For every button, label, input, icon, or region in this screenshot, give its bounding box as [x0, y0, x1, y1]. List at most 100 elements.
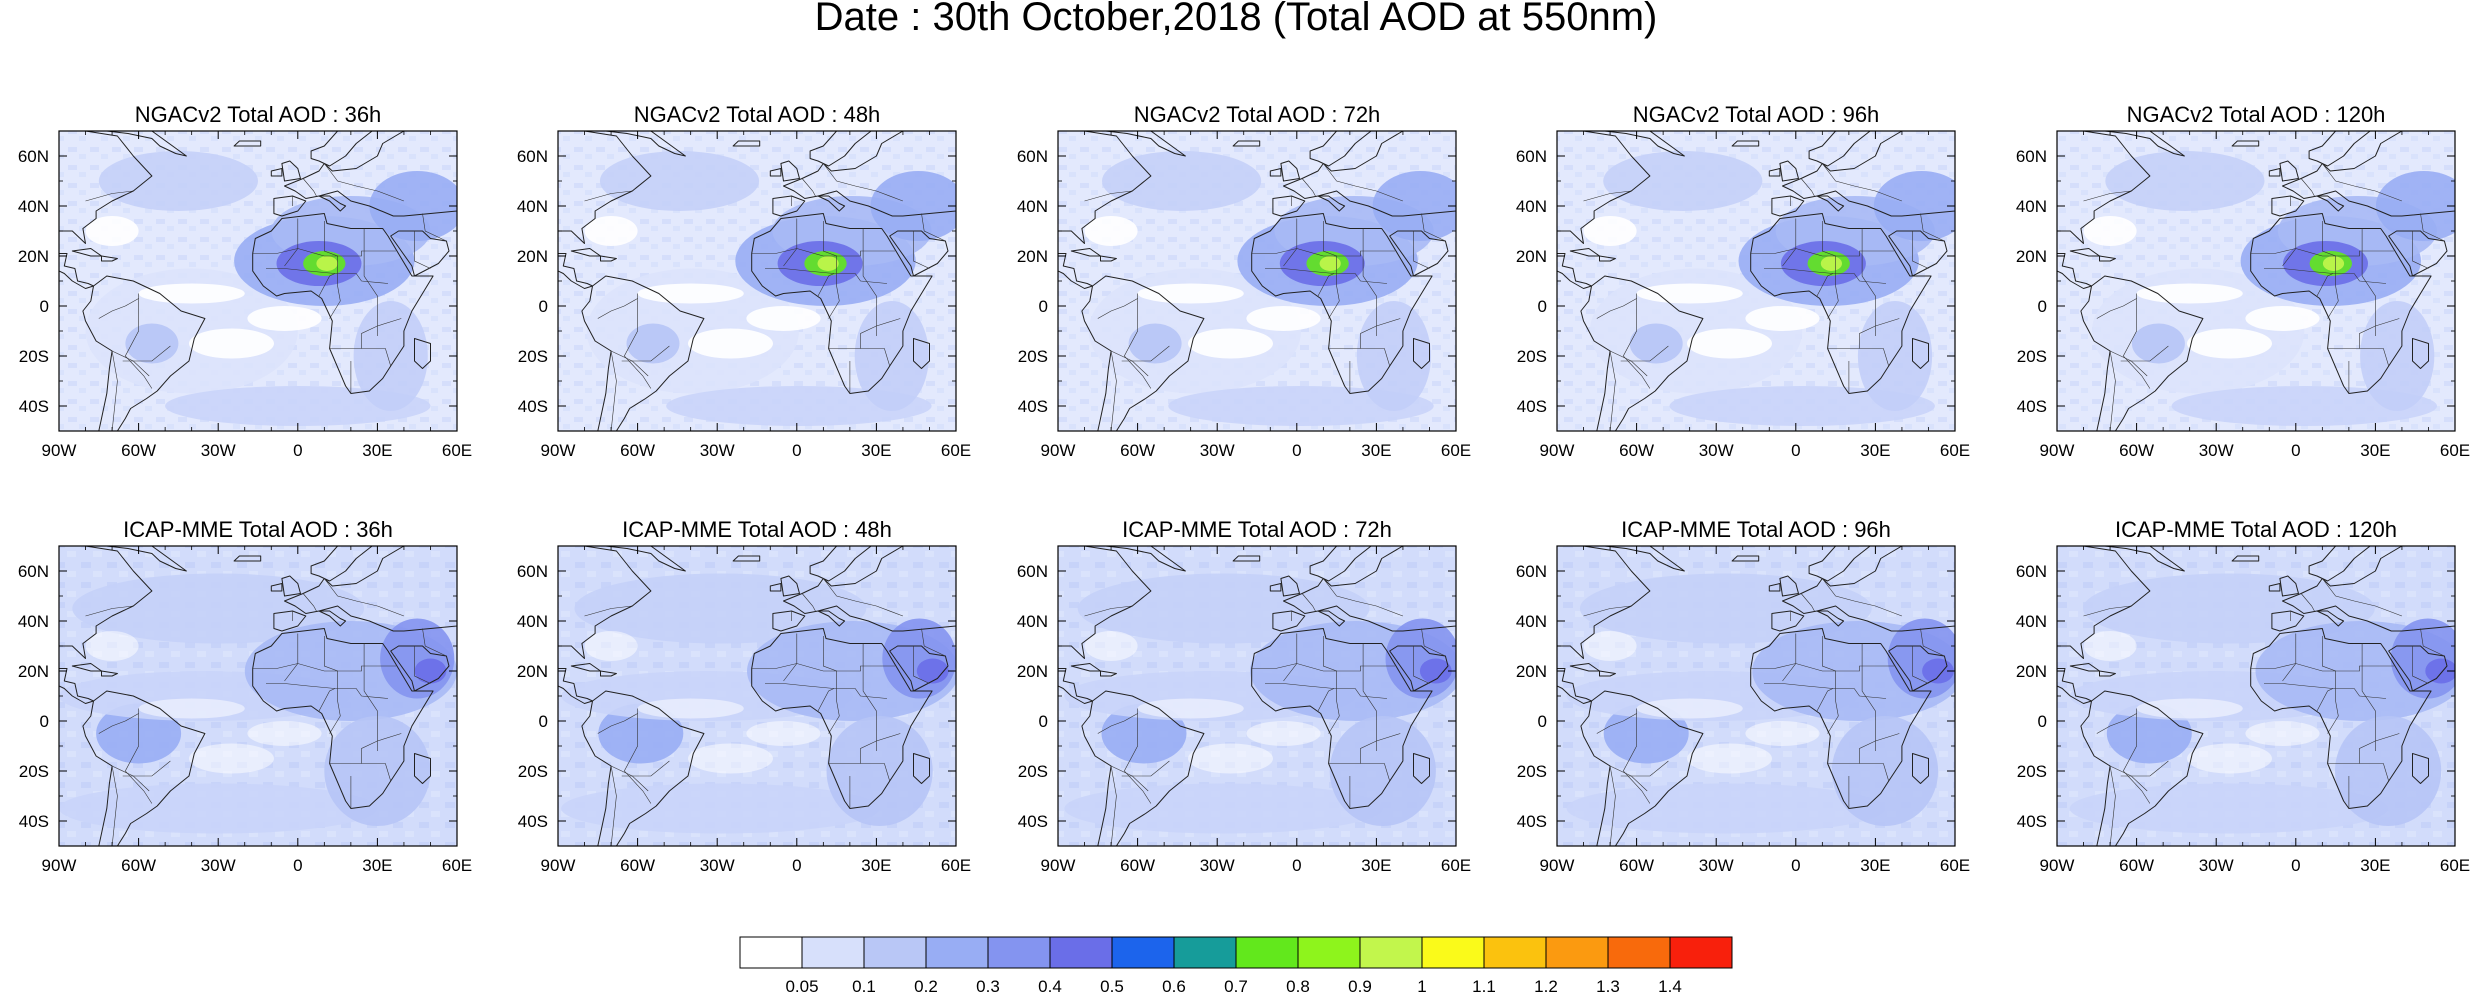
country-border: [822, 636, 840, 734]
country-border: [862, 228, 877, 336]
map-panel-7: ICAP-MME Total AOD : 48h 90W 60W 30W 0 30E 60E…: [517, 517, 971, 875]
panel-title: ICAP-MME Total AOD : 36h: [123, 517, 393, 542]
coastline: [1580, 275, 1704, 431]
aod-field: [59, 131, 457, 431]
y-tick-label: 60N: [2016, 562, 2047, 581]
clear-patch: [2245, 306, 2320, 331]
aod-shading: [1319, 256, 1341, 271]
country-border: [1283, 633, 1298, 682]
country-border: [1413, 646, 1430, 684]
country-border: [1121, 360, 1149, 377]
y-tick-label: 40N: [18, 612, 49, 631]
coastline: [1280, 575, 1300, 597]
aod-shading: [870, 171, 956, 241]
country-border: [1861, 643, 1876, 751]
clear-patch: [138, 698, 245, 719]
coastline: [817, 610, 846, 627]
x-tick-label: 60E: [1940, 856, 1970, 875]
clear-patch: [2187, 743, 2272, 774]
x-tick-label: 60E: [442, 856, 472, 875]
country-border: [111, 345, 171, 362]
country-border: [1800, 178, 1815, 197]
coastline: [1105, 546, 1186, 572]
country-border: [1583, 190, 1632, 202]
country-border: [1620, 775, 1648, 792]
coastline: [1768, 168, 1781, 177]
coastline: [1283, 131, 1456, 217]
y-tick-label: 20S: [1517, 762, 1547, 781]
coastline: [82, 690, 206, 846]
coastline: [600, 670, 617, 677]
country-border: [284, 633, 299, 682]
coastline: [1750, 213, 1932, 394]
country-border: [1121, 775, 1149, 792]
aod-shading: [599, 151, 760, 211]
y-tick-label: 40N: [2016, 197, 2047, 216]
country-border: [597, 713, 638, 734]
colorbar-swatch: [801, 936, 865, 969]
clear-patch: [1687, 743, 1772, 774]
aod-shading: [316, 256, 338, 271]
aod-shading: [369, 171, 457, 241]
country-border: [1110, 765, 1117, 846]
country-border: [1317, 688, 1335, 712]
coastline: [2104, 546, 2185, 572]
country-border: [801, 178, 816, 197]
clear-patch: [637, 698, 744, 719]
coastline: [1816, 195, 1845, 212]
country-border: [1123, 293, 1152, 389]
coastline: [281, 575, 301, 597]
y-tick-label: 20S: [2017, 762, 2047, 781]
country-border: [2282, 218, 2297, 267]
country-border: [623, 293, 652, 389]
country-border: [284, 218, 299, 267]
aod-shading: [574, 573, 867, 644]
y-tick-label: 0: [1039, 712, 1048, 731]
y-tick-label: 20S: [1018, 347, 1048, 366]
coastline: [233, 140, 262, 147]
clear-patch: [1583, 631, 1637, 661]
panel-title: NGACv2 Total AOD : 72h: [1134, 102, 1381, 127]
country-border: [2109, 765, 2116, 846]
aod-shading: [916, 658, 949, 684]
x-tick-label: 60E: [1441, 441, 1471, 460]
country-border: [414, 646, 431, 684]
country-border: [1583, 605, 1632, 617]
country-border: [823, 163, 904, 202]
coastline: [2282, 546, 2455, 632]
coastline: [1269, 168, 1282, 177]
colorbar-label: 0.6: [1162, 977, 1186, 994]
country-border: [1750, 248, 1894, 257]
clear-patch: [2245, 721, 2320, 746]
country-border: [1861, 228, 1876, 336]
panel-title: ICAP-MME Total AOD : 120h: [2115, 517, 2397, 542]
coastline: [1058, 668, 1093, 704]
country-border: [1609, 345, 1669, 362]
coastline: [1100, 255, 1117, 262]
country-border: [302, 593, 317, 612]
country-border: [2122, 708, 2151, 804]
country-border: [252, 663, 396, 672]
clear-patch: [1636, 283, 1743, 304]
country-border: [422, 628, 447, 657]
aod-shading: [1088, 268, 1301, 394]
clear-patch: [2083, 216, 2137, 246]
x-tick-label: 0: [293, 856, 302, 875]
x-tick-label: 0: [1292, 856, 1301, 875]
map-panels: NGACv2 Total AOD : 36h 90W 60W 30W 0 30E 60E 60…: [18, 102, 2470, 875]
coastline: [1580, 690, 1704, 846]
panel-title: NGACv2 Total AOD : 96h: [1633, 102, 1880, 127]
coastline: [59, 131, 153, 244]
country-border: [1622, 708, 1651, 804]
map-panel-2: NGACv2 Total AOD : 48h 90W 60W 30W 0 30E 60E 60…: [517, 102, 971, 460]
y-tick-label: 20N: [1516, 247, 1547, 266]
coastline: [581, 275, 705, 431]
clear-patch: [189, 743, 274, 774]
country-border: [1283, 218, 1298, 267]
country-border: [2300, 178, 2315, 197]
coastline: [233, 555, 262, 562]
colorbar-label: 0.3: [976, 977, 1000, 994]
country-border: [2327, 763, 2389, 782]
y-tick-label: 20N: [2016, 662, 2047, 681]
country-border: [1620, 360, 1648, 377]
